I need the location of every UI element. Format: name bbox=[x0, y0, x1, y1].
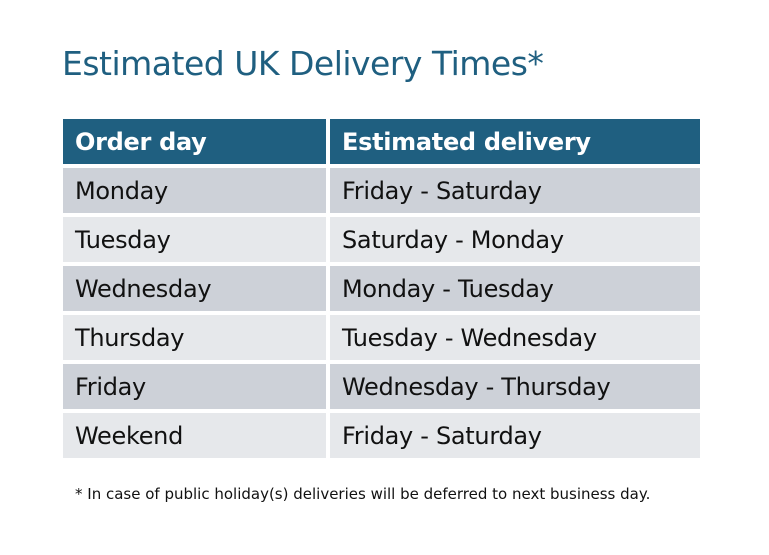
order-day-cell: Monday bbox=[63, 168, 326, 213]
table-row: Wednesday Monday - Tuesday bbox=[63, 266, 700, 311]
delivery-cell: Monday - Tuesday bbox=[330, 266, 700, 311]
order-day-cell: Tuesday bbox=[63, 217, 326, 262]
column-header-estimated-delivery: Estimated delivery bbox=[330, 119, 700, 164]
table-row: Monday Friday - Saturday bbox=[63, 168, 700, 213]
table-row: Friday Wednesday - Thursday bbox=[63, 364, 700, 409]
column-header-order-day: Order day bbox=[63, 119, 326, 164]
delivery-table: Order day Estimated delivery Monday Frid… bbox=[59, 115, 704, 462]
table-header-row: Order day Estimated delivery bbox=[63, 119, 700, 164]
order-day-cell: Wednesday bbox=[63, 266, 326, 311]
page-title: Estimated UK Delivery Times* bbox=[62, 44, 544, 83]
delivery-cell: Wednesday - Thursday bbox=[330, 364, 700, 409]
delivery-cell: Friday - Saturday bbox=[330, 413, 700, 458]
order-day-cell: Friday bbox=[63, 364, 326, 409]
delivery-cell: Friday - Saturday bbox=[330, 168, 700, 213]
delivery-cell: Saturday - Monday bbox=[330, 217, 700, 262]
table-row: Tuesday Saturday - Monday bbox=[63, 217, 700, 262]
table-row: Thursday Tuesday - Wednesday bbox=[63, 315, 700, 360]
footnote: * In case of public holiday(s) deliverie… bbox=[75, 485, 651, 503]
delivery-cell: Tuesday - Wednesday bbox=[330, 315, 700, 360]
order-day-cell: Weekend bbox=[63, 413, 326, 458]
order-day-cell: Thursday bbox=[63, 315, 326, 360]
table-row: Weekend Friday - Saturday bbox=[63, 413, 700, 458]
